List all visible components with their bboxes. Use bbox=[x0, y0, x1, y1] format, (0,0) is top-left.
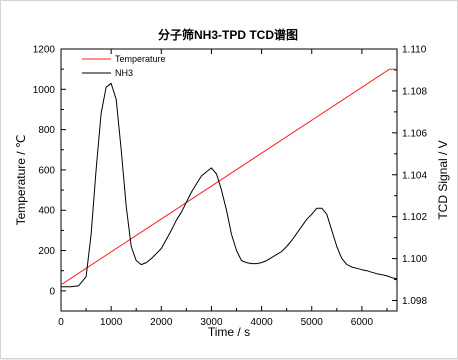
series-layer bbox=[60, 68, 398, 288]
x-tick-label: 1000 bbox=[100, 317, 123, 328]
x-tick-label: 6000 bbox=[351, 317, 374, 328]
y-axis-right: 1.098 1.100 1.102 1.104 1.106 1.108 1.110 bbox=[392, 45, 427, 307]
y-left-tick-label: 800 bbox=[38, 125, 55, 136]
x-axis-title: Time / s bbox=[208, 325, 250, 339]
y-left-tick-label: 600 bbox=[38, 165, 55, 176]
legend: Temperature NH3 bbox=[82, 54, 166, 78]
y-right-tick-label: 1.106 bbox=[402, 128, 427, 139]
x-tick-label: 5000 bbox=[301, 317, 324, 328]
series-line-nh3 bbox=[61, 82, 398, 288]
y-left-tick-label: 1200 bbox=[33, 45, 56, 56]
y-axis-left: 0 200 400 600 800 1000 1200 bbox=[33, 45, 66, 312]
y-axis-right-title: TCD Signal / V bbox=[436, 140, 450, 219]
x-tick-label: 4000 bbox=[250, 317, 273, 328]
x-tick-label: 0 bbox=[58, 317, 64, 328]
legend-label-nh3: NH3 bbox=[115, 68, 133, 78]
y-right-tick-label: 1.098 bbox=[402, 296, 427, 307]
plot-area-frame bbox=[60, 48, 398, 312]
y-right-tick-label: 1.110 bbox=[402, 45, 427, 56]
y-right-tick-label: 1.102 bbox=[402, 212, 427, 223]
y-right-tick-label: 1.100 bbox=[402, 254, 427, 265]
x-tick-label: 3000 bbox=[200, 317, 223, 328]
chart-title: 分子筛NH3-TPD TCD谱图 bbox=[158, 27, 298, 42]
y-left-tick-label: 1000 bbox=[33, 85, 56, 96]
y-left-tick-label: 400 bbox=[38, 206, 55, 217]
legend-label-temperature: Temperature bbox=[115, 54, 166, 64]
series-line-temperature bbox=[60, 68, 397, 286]
y-left-tick-label: 200 bbox=[38, 246, 55, 257]
y-axis-left-title: Temperature / ℃ bbox=[14, 135, 28, 226]
y-right-tick-label: 1.104 bbox=[402, 170, 427, 181]
y-right-tick-label: 1.108 bbox=[402, 86, 427, 97]
x-tick-label: 2000 bbox=[150, 317, 173, 328]
y-left-tick-label: 0 bbox=[49, 286, 55, 297]
x-axis: 0 1000 2000 3000 4000 5000 6000 bbox=[58, 49, 388, 328]
